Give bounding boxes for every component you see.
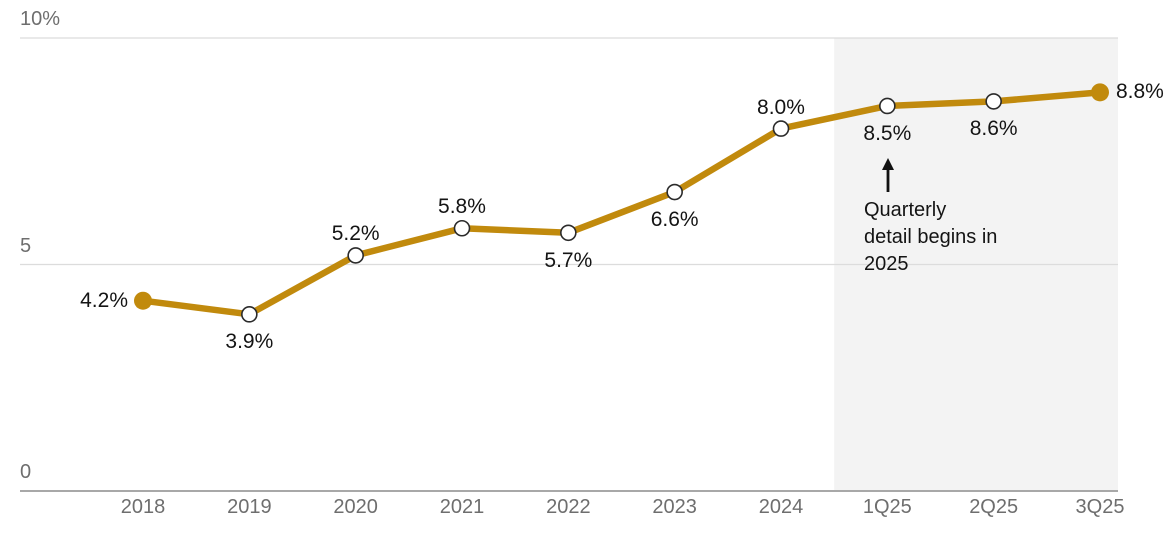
data-point-marker bbox=[241, 306, 258, 323]
data-point-label: 5.8% bbox=[438, 195, 486, 219]
annotation-line: 2025 bbox=[864, 253, 909, 275]
trend-line bbox=[139, 89, 1104, 318]
data-point-marker bbox=[134, 291, 152, 310]
y-tick-label: 0 bbox=[20, 461, 32, 483]
data-point-marker bbox=[453, 219, 471, 237]
x-tick-label: 2Q25 bbox=[969, 496, 1019, 518]
data-point-label: 4.2% bbox=[80, 288, 128, 312]
annotation: Quarterly detail begins in 2025 bbox=[864, 197, 997, 278]
data-point-marker bbox=[772, 120, 790, 137]
data-point-label: 8.6% bbox=[969, 117, 1018, 141]
data-point-label: 3.9% bbox=[225, 330, 274, 354]
data-point-marker bbox=[1090, 83, 1109, 102]
data-point-label: 8.0% bbox=[757, 95, 805, 119]
data-point-label: 6.6% bbox=[650, 208, 699, 232]
x-tick-label: 2020 bbox=[333, 496, 378, 518]
annotation-line: Quarterly bbox=[864, 199, 947, 221]
data-point-label: 5.2% bbox=[331, 222, 380, 246]
data-point-label: 5.7% bbox=[544, 248, 593, 272]
y-tick-label: 5 bbox=[20, 234, 32, 257]
up-arrow-icon bbox=[882, 158, 894, 192]
x-tick-label: 2019 bbox=[227, 496, 272, 518]
data-point-marker bbox=[879, 97, 896, 115]
x-tick-label: 2023 bbox=[652, 496, 697, 518]
annotation-line: detail begins in bbox=[864, 226, 998, 248]
data-point-marker bbox=[347, 247, 364, 264]
data-point-marker bbox=[666, 183, 683, 201]
data-point-label: 8.5% bbox=[863, 121, 912, 145]
x-tick-label: 2018 bbox=[120, 496, 166, 518]
annotation-arrow bbox=[879, 158, 897, 194]
data-point-label: 8.8% bbox=[1115, 80, 1164, 104]
x-tick-label: 2021 bbox=[439, 496, 485, 518]
y-tick-label: 10% bbox=[20, 8, 61, 30]
x-tick-label: 1Q25 bbox=[862, 496, 912, 518]
x-tick-label: 2022 bbox=[546, 496, 591, 518]
x-tick-label: 2024 bbox=[758, 496, 804, 518]
data-point-marker bbox=[985, 93, 1002, 110]
x-tick-label: 3Q25 bbox=[1075, 496, 1125, 518]
data-point-marker bbox=[560, 224, 577, 242]
